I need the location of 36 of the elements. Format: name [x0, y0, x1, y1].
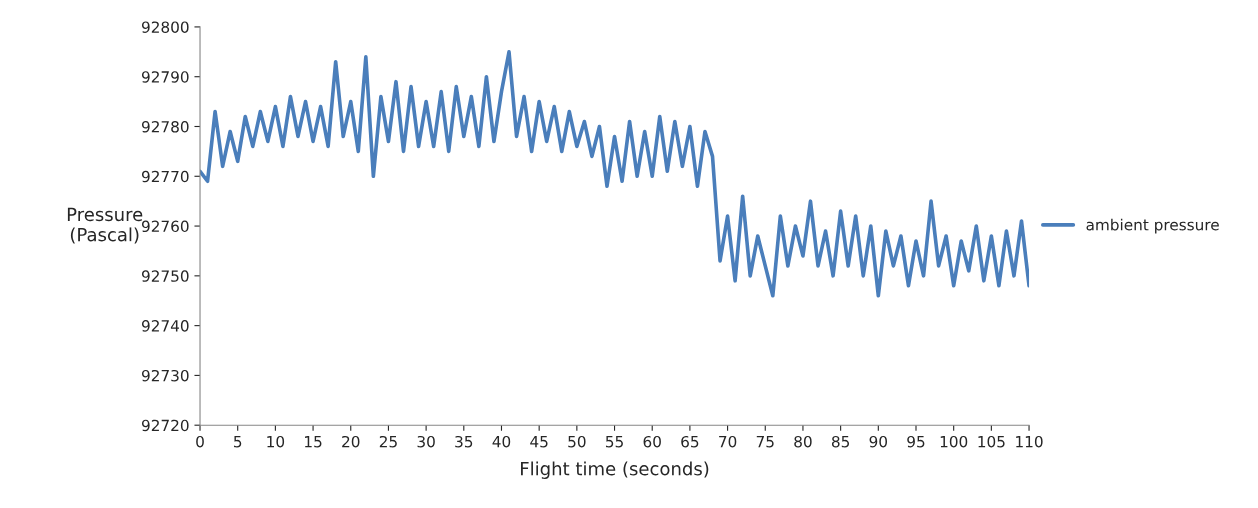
x-tick-label: 25	[379, 435, 397, 448]
x-tick-label: 5	[234, 436, 242, 448]
x-tick-label: 80	[794, 435, 812, 448]
x-tick-label: 30	[417, 435, 435, 448]
x-tick-label: 45	[530, 436, 548, 448]
x-tick-label: 85	[831, 435, 850, 448]
x-tick-label: 20	[342, 435, 360, 448]
x-tick-label: 100	[940, 435, 968, 448]
x-tick-label: 95	[907, 435, 925, 448]
y-tick-label: 92740	[141, 320, 189, 332]
y-tick-label: 92760	[141, 220, 189, 233]
x-tick-label: 60	[643, 435, 661, 448]
x-tick-label: 75	[756, 436, 774, 448]
y-tick-label: 92750	[141, 270, 189, 282]
x-tick-label: 15	[305, 436, 322, 448]
y-tick-label: 92790	[141, 71, 189, 83]
y-tick-label: 92730	[141, 369, 189, 382]
x-tick-label: 110	[1016, 435, 1043, 448]
y-tick-label: 92800	[141, 21, 189, 33]
x-tick-label: 55	[605, 436, 623, 448]
x-tick-label: 70	[719, 435, 737, 448]
y-axis-title: Pressure (Pascal)	[67, 207, 143, 244]
y-tick-label: 92720	[141, 419, 189, 432]
x-tick-label: 10	[267, 435, 285, 448]
x-axis-title: Flight time (seconds)	[521, 461, 709, 479]
x-tick-label: 90	[869, 435, 888, 448]
x-tick-label: 35	[455, 435, 473, 448]
x-tick-label: 50	[568, 435, 586, 448]
legend-label: ambient pressure	[1086, 218, 1219, 234]
y-tick-label: 92780	[141, 120, 189, 133]
x-tick-label: 40	[492, 435, 511, 448]
x-tick-label: 65	[681, 435, 699, 448]
y-tick-label: 92770	[141, 170, 189, 183]
line-series	[200, 50, 1030, 298]
x-tick-label: 105	[978, 435, 1005, 448]
x-tick-label: 0	[196, 435, 204, 448]
